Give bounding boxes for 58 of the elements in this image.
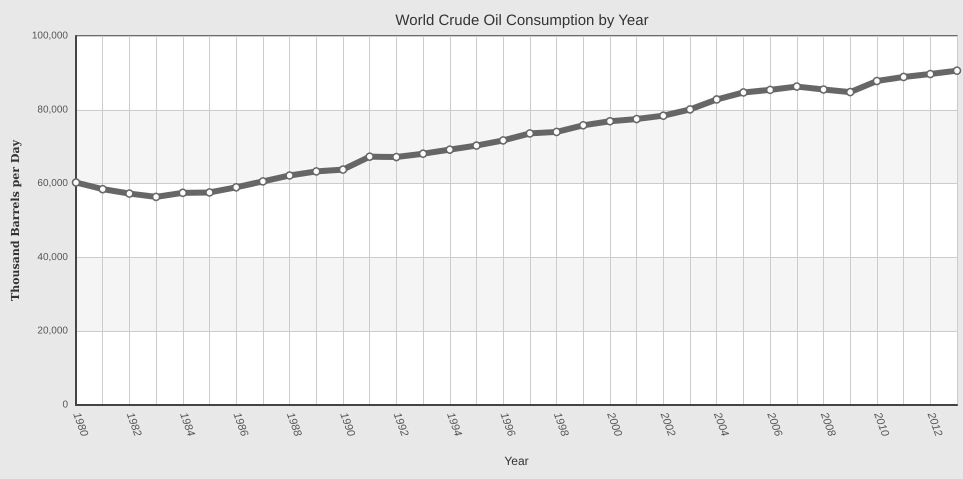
y-tick-label: 40,000 bbox=[37, 252, 68, 263]
point bbox=[819, 85, 828, 94]
point bbox=[899, 72, 908, 82]
x-tick-label: 1992 bbox=[390, 410, 410, 438]
point bbox=[205, 188, 214, 197]
point bbox=[365, 152, 374, 161]
point bbox=[152, 192, 160, 202]
x-tick-label: 1996 bbox=[498, 410, 518, 439]
point bbox=[338, 165, 348, 174]
x-tick-label: 1982 bbox=[124, 410, 144, 438]
point bbox=[552, 128, 561, 136]
y-axis-title: Thousand Barrels per Day bbox=[8, 139, 22, 301]
point bbox=[739, 88, 748, 97]
point bbox=[686, 105, 694, 114]
y-tick-label: 100,000 bbox=[32, 30, 68, 42]
point bbox=[632, 114, 641, 124]
point bbox=[766, 86, 774, 94]
x-axis-title: Year bbox=[504, 454, 529, 468]
point bbox=[792, 82, 802, 91]
x-tick-label: 1990 bbox=[337, 410, 358, 439]
point bbox=[846, 88, 854, 96]
y-tick-label: 0 bbox=[62, 400, 68, 410]
point bbox=[392, 152, 401, 162]
x-tick-label: 2000 bbox=[604, 410, 624, 439]
point bbox=[98, 184, 107, 194]
chart-title: World Crude Oil Consumption by Year bbox=[395, 12, 649, 29]
y-tick-label: 80,000 bbox=[37, 104, 68, 116]
point bbox=[72, 178, 80, 187]
point bbox=[712, 95, 721, 104]
x-tick-label: 1986 bbox=[230, 410, 250, 439]
x-tick-label: 2008 bbox=[818, 410, 838, 439]
x-tick-label: 2004 bbox=[710, 410, 731, 438]
y-tick-label: 20,000 bbox=[37, 326, 68, 337]
x-tick-label: 2012 bbox=[924, 410, 944, 438]
point bbox=[579, 121, 588, 130]
point bbox=[498, 136, 508, 145]
x-tick-label: 2010 bbox=[870, 410, 892, 439]
point bbox=[926, 70, 935, 78]
point bbox=[285, 171, 294, 180]
point bbox=[125, 189, 134, 198]
point bbox=[232, 183, 240, 192]
x-tick-label: 1998 bbox=[550, 410, 571, 439]
x-tick-label: 2002 bbox=[657, 410, 678, 438]
x-tick-label: 2006 bbox=[764, 410, 784, 439]
x-tick-label: 1980 bbox=[70, 410, 90, 439]
point bbox=[446, 145, 454, 154]
x-tick-label: 1994 bbox=[444, 410, 464, 438]
point bbox=[472, 141, 481, 150]
point bbox=[952, 66, 962, 75]
point bbox=[418, 149, 428, 158]
point bbox=[872, 76, 882, 86]
x-tick-label: 1984 bbox=[177, 410, 197, 438]
point bbox=[606, 116, 614, 126]
point bbox=[258, 177, 268, 186]
y-tick-label: 60,000 bbox=[37, 178, 68, 190]
x-tick-label: 1988 bbox=[284, 410, 304, 439]
point bbox=[659, 111, 668, 120]
point bbox=[526, 129, 534, 138]
